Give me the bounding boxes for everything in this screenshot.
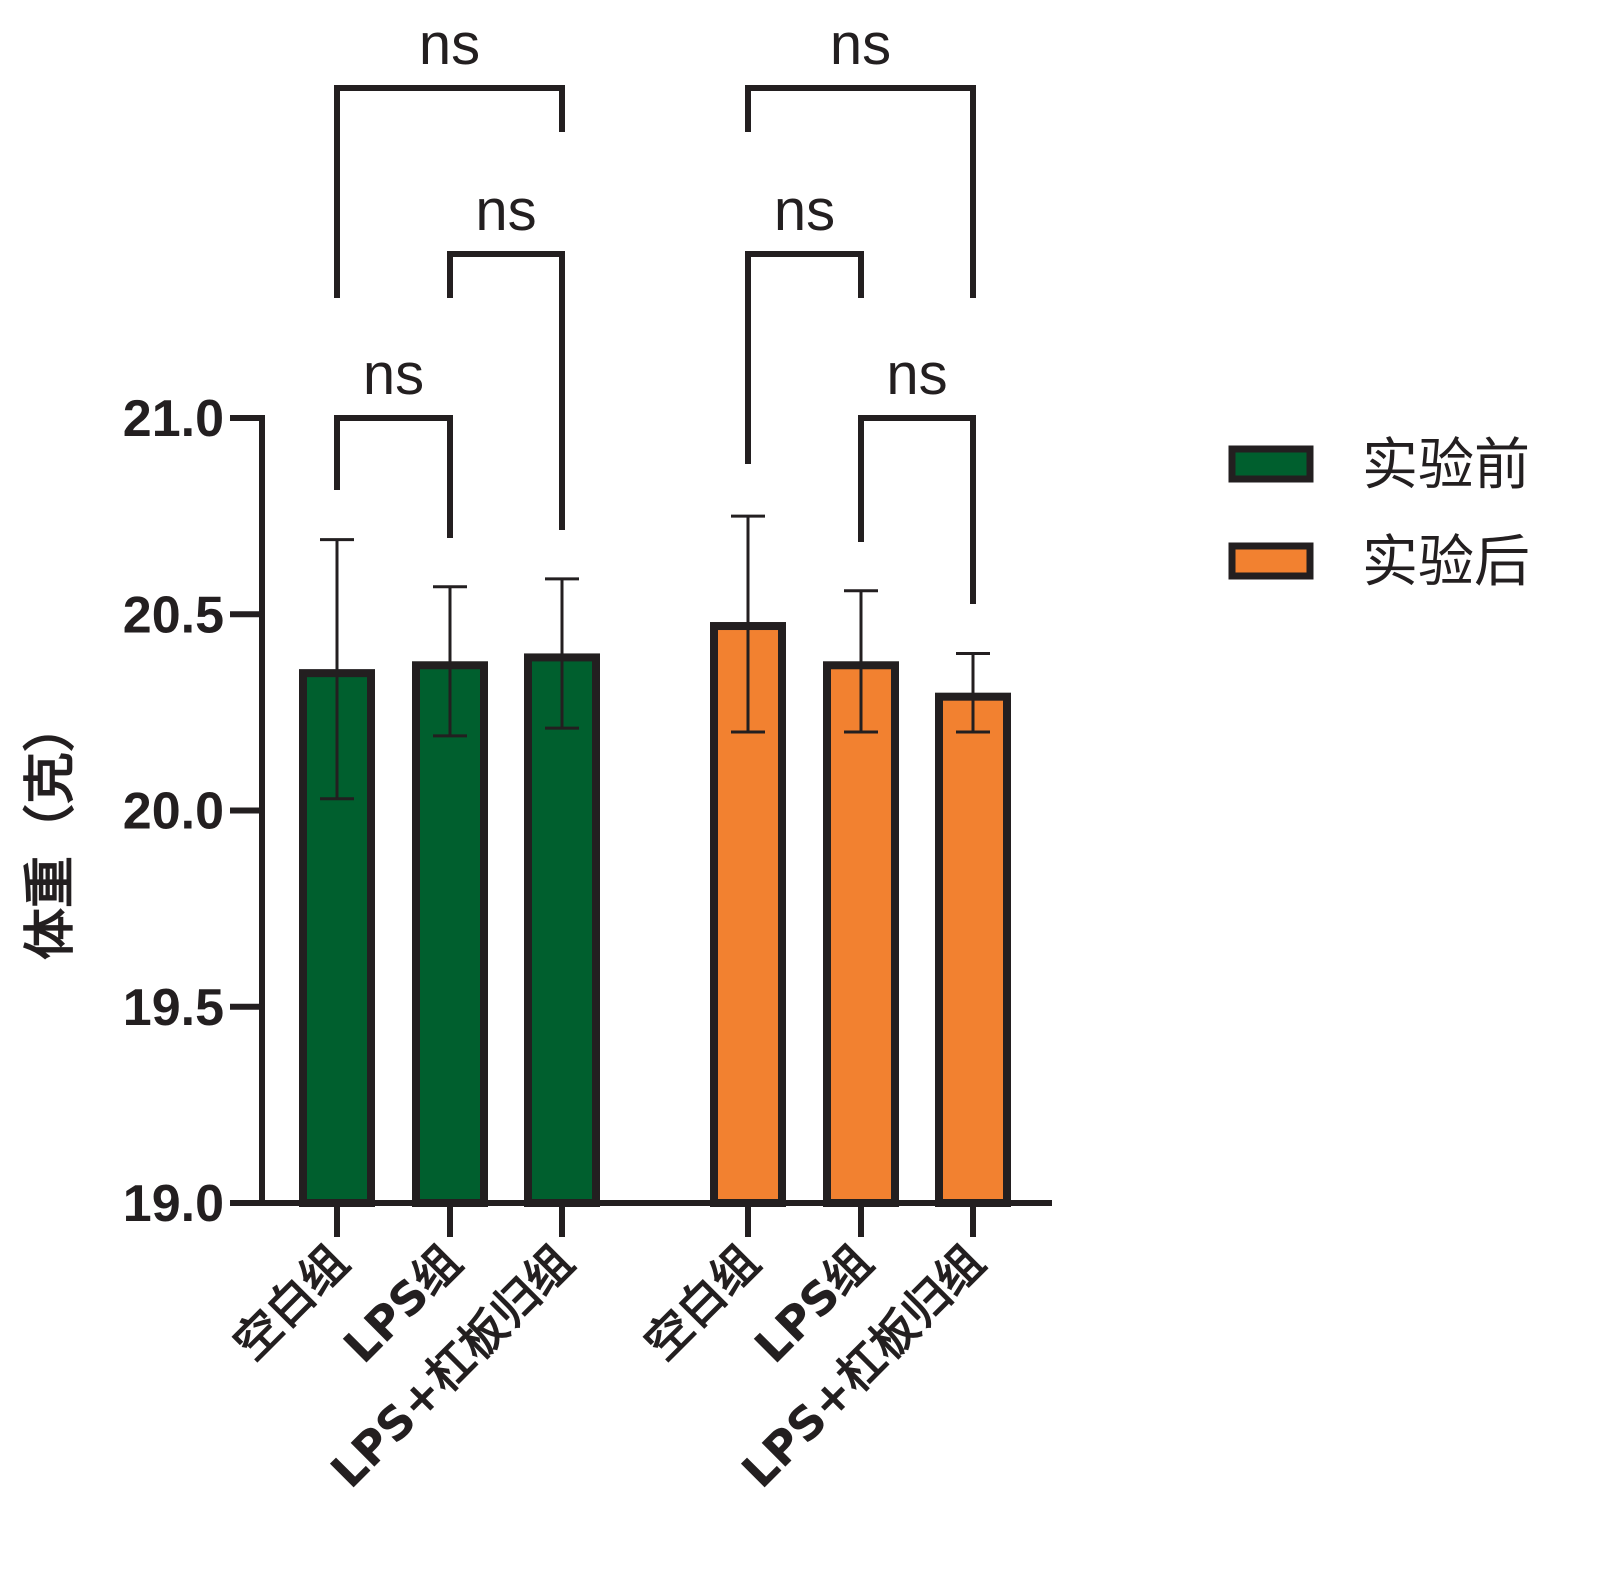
significance-bracket xyxy=(447,251,565,530)
y-tick-label: 19.5 xyxy=(123,979,224,1037)
significance-label: ns xyxy=(363,342,424,407)
y-tick-label: 19.0 xyxy=(123,1175,224,1233)
y-axis-label: 体重（克） xyxy=(21,700,81,960)
bar xyxy=(524,653,600,1207)
significance-label: ns xyxy=(886,342,947,407)
legend-label: 实验前 xyxy=(1362,433,1530,498)
significance-bracket xyxy=(334,415,453,538)
y-tick-label: 20.5 xyxy=(123,586,224,644)
significance-bracket xyxy=(858,415,976,604)
y-tick-label: 20.0 xyxy=(123,783,224,841)
significance-bracket xyxy=(745,251,864,464)
legend-swatch xyxy=(1228,445,1314,483)
significance-bracket xyxy=(334,85,565,298)
significance-label: ns xyxy=(419,12,480,77)
bar xyxy=(823,661,899,1207)
bar xyxy=(935,692,1011,1207)
x-tick-label: 空白组 xyxy=(223,1235,359,1371)
significance-bracket xyxy=(745,85,976,298)
significance-label: ns xyxy=(475,178,536,243)
error-bars-layer xyxy=(320,514,990,801)
significance-layer: ns ns ns ns ns ns xyxy=(334,12,976,604)
legend-swatch xyxy=(1228,542,1314,580)
x-tick-label: 空白组 xyxy=(634,1235,770,1371)
legend-label: 实验后 xyxy=(1362,530,1530,595)
y-tick-label: 21.0 xyxy=(123,390,224,448)
significance-label: ns xyxy=(774,178,835,243)
bars-layer xyxy=(299,622,1011,1207)
significance-label: ns xyxy=(830,12,891,77)
bar xyxy=(412,661,488,1207)
